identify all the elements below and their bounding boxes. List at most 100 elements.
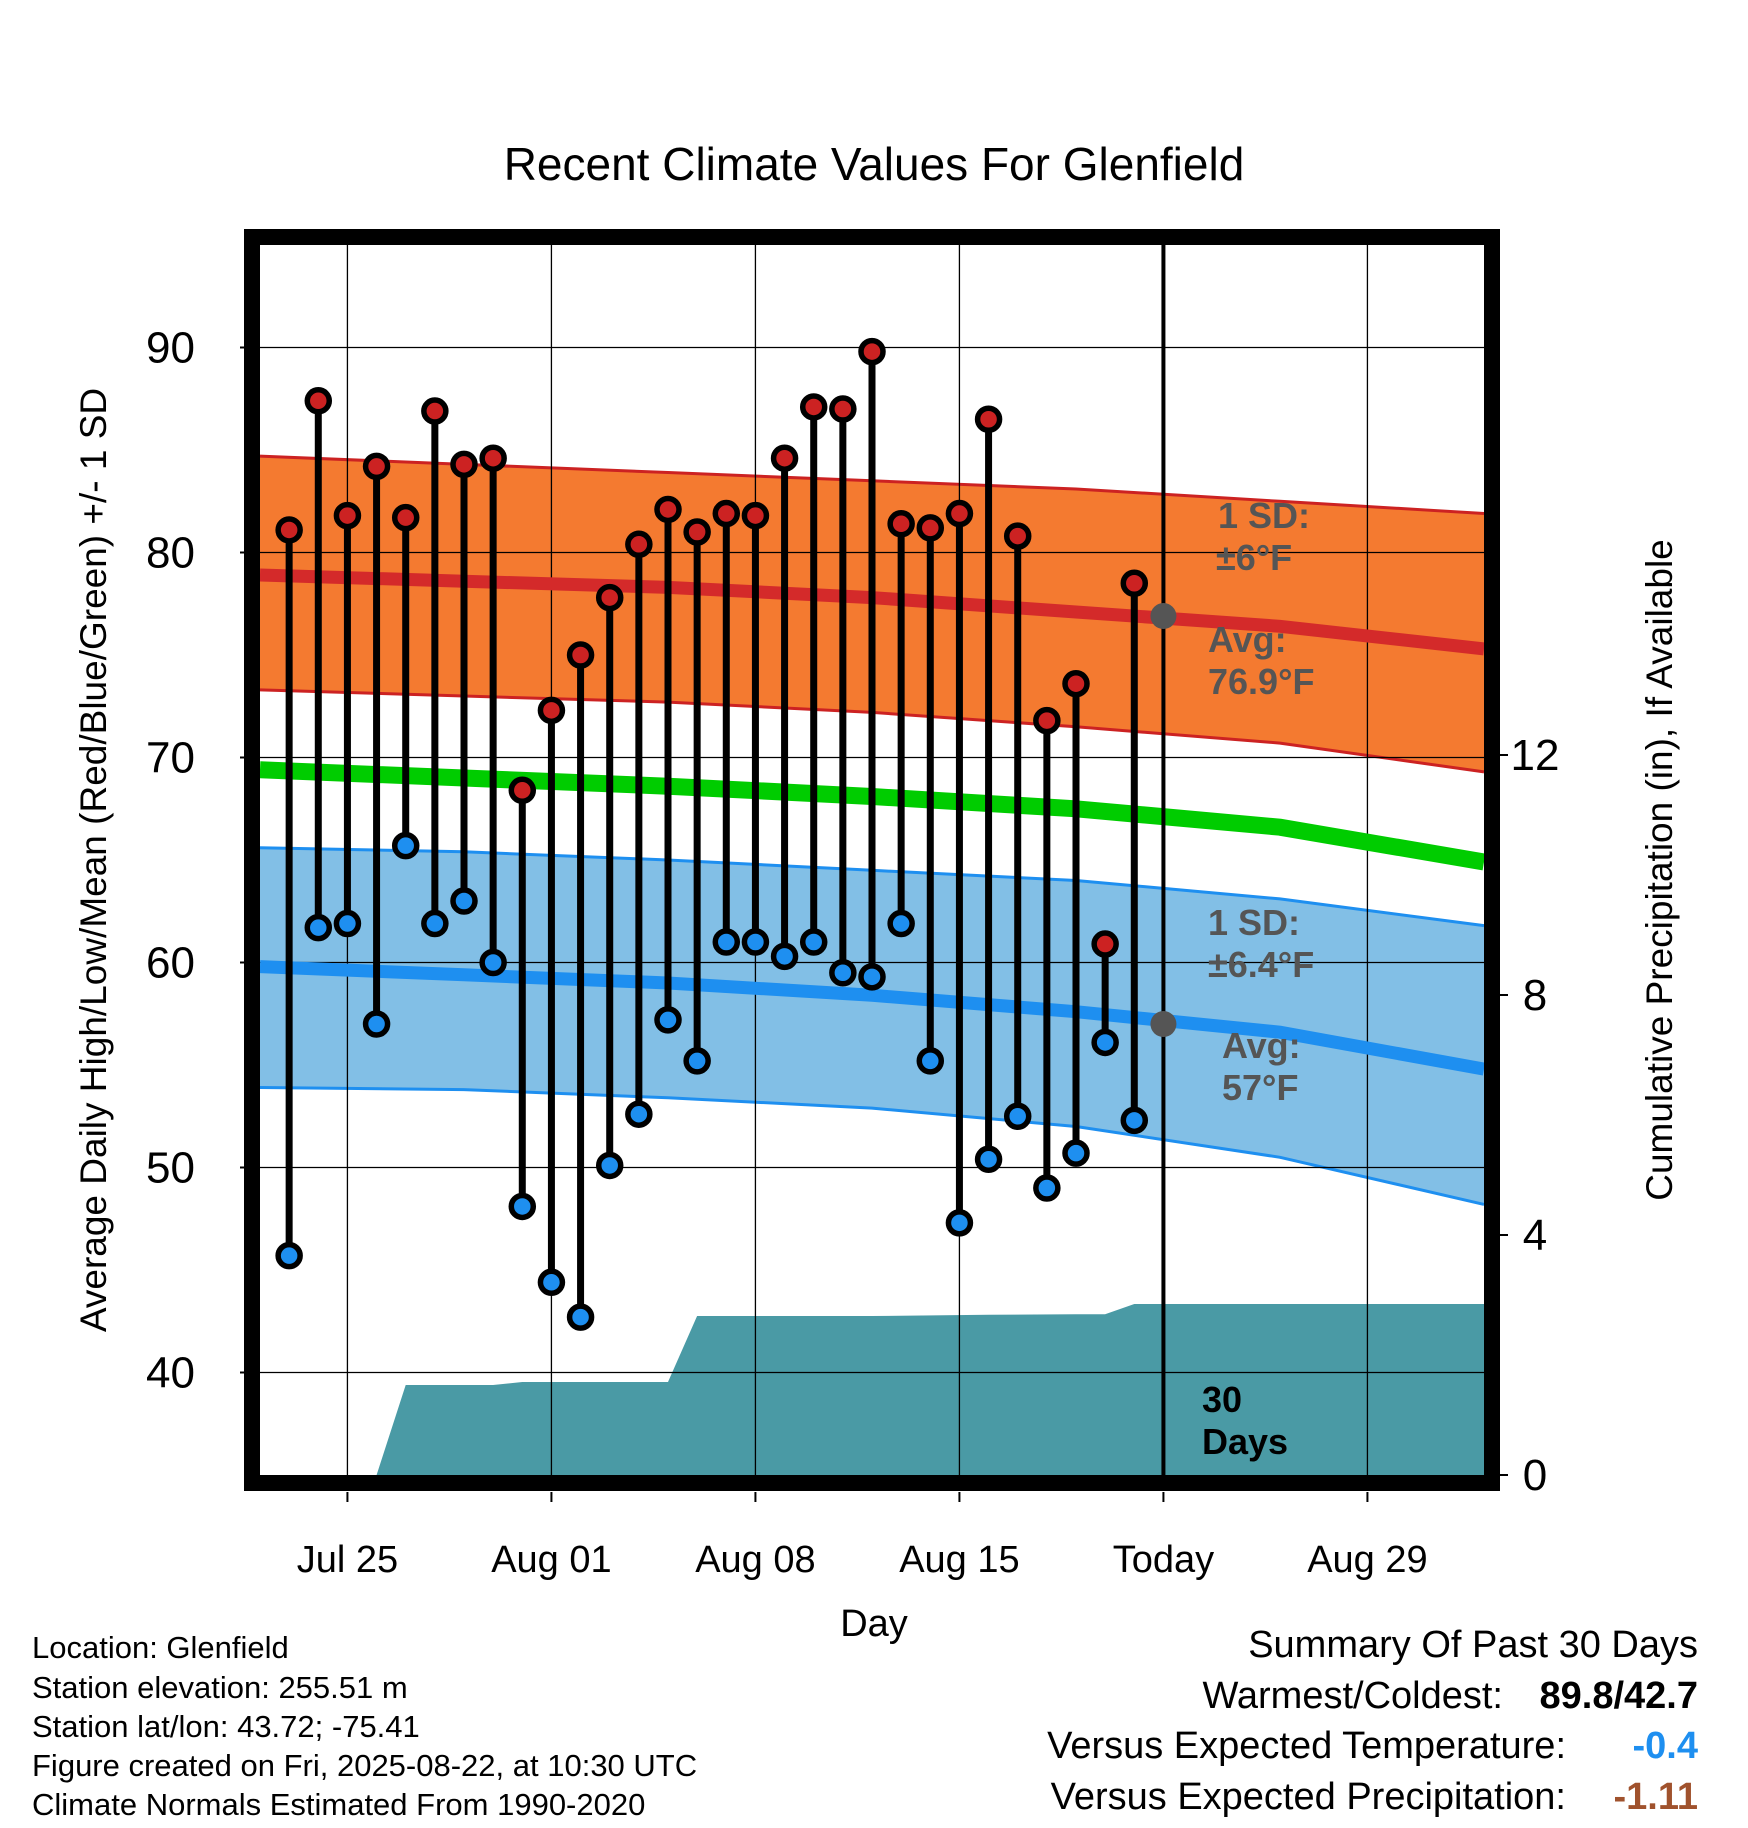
low-sd-band	[260, 847, 1484, 1205]
x-tick-label: Jul 25	[297, 1539, 398, 1581]
summary-temp-label: Versus Expected Temperature:	[1047, 1725, 1566, 1767]
high-point	[683, 518, 711, 546]
high-point	[1033, 706, 1061, 735]
high-point	[362, 452, 391, 481]
y-left-tick-label: 70	[146, 734, 195, 783]
low-point	[450, 887, 478, 915]
low-point	[829, 959, 857, 987]
low-point	[304, 913, 333, 942]
high-sd-annotation-value: ±6°F	[1216, 537, 1292, 578]
y-left-tick-label: 90	[146, 324, 195, 373]
low-point	[625, 1100, 653, 1128]
low-point	[362, 1010, 391, 1038]
low-point	[945, 1209, 974, 1237]
y-axis-left-label: Average Daily High/Low/Mean (Red/Blue/Gr…	[73, 388, 114, 1332]
x-tick-label: Aug 29	[1307, 1539, 1427, 1581]
low-point	[887, 909, 915, 938]
low-point	[333, 909, 362, 938]
high-point	[712, 499, 741, 528]
high-point	[479, 444, 507, 472]
y-right-tick-label: 12	[1511, 731, 1560, 780]
high-point	[945, 499, 974, 528]
footer-latlon: Station lat/lon: 43.72; -75.41	[32, 1709, 420, 1744]
low-avg-annotation-value: 57°F	[1222, 1067, 1298, 1108]
high-point	[770, 444, 799, 472]
high-point	[391, 503, 420, 532]
low-point	[421, 909, 449, 938]
high-point	[858, 337, 886, 366]
footer-normals: Climate Normals Estimated From 1990-2020	[32, 1787, 646, 1822]
summary-warm-cold-value: 89.8/42.7	[1539, 1675, 1698, 1717]
high-point	[508, 776, 537, 805]
low-sd-annotation: 1 SD:	[1208, 902, 1300, 943]
high-sd-annotation: 1 SD:	[1218, 495, 1310, 536]
low-avg-annotation: Avg:	[1222, 1025, 1301, 1066]
low-point	[537, 1268, 566, 1297]
footer-elevation: Station elevation: 255.51 m	[32, 1670, 408, 1705]
y-left-tick-label: 60	[146, 939, 195, 988]
low-normal-line	[260, 960, 1484, 1076]
high-point	[799, 393, 828, 421]
high-point	[421, 397, 449, 425]
x-tick-label: Aug 08	[695, 1539, 815, 1581]
low-point	[858, 963, 886, 991]
high-avg-marker	[1150, 603, 1177, 630]
high-point	[450, 450, 478, 479]
high-avg-annotation: Avg:	[1208, 619, 1287, 660]
high-point	[275, 516, 303, 544]
high-point	[537, 696, 566, 725]
low-point	[275, 1241, 303, 1270]
low-point	[566, 1303, 595, 1331]
high-point	[829, 395, 857, 423]
y-left-tick-label: 80	[146, 529, 195, 578]
high-point	[916, 514, 945, 542]
low-point	[391, 831, 420, 860]
precipitation-area	[376, 1304, 1484, 1475]
high-point	[566, 641, 595, 669]
high-point	[595, 583, 624, 612]
low-point	[595, 1151, 624, 1180]
high-point	[654, 495, 682, 524]
summary-title: Summary Of Past 30 Days	[1248, 1624, 1698, 1666]
days-annotation-unit: Days	[1202, 1421, 1288, 1462]
high-point	[304, 387, 333, 415]
low-point	[712, 928, 741, 956]
summary-temp-value: -0.4	[1632, 1725, 1698, 1767]
low-point	[508, 1192, 537, 1221]
low-point	[654, 1006, 682, 1034]
low-point	[1091, 1028, 1119, 1057]
y-left-tick-label: 40	[146, 1349, 195, 1398]
summary-precip-value: -1.11	[1613, 1776, 1698, 1818]
high-point	[974, 405, 1003, 433]
footer-location: Location: Glenfield	[32, 1630, 289, 1665]
high-point	[741, 501, 770, 530]
low-point	[770, 942, 799, 971]
high-point	[333, 501, 362, 530]
low-point	[974, 1145, 1003, 1174]
high-point	[887, 510, 915, 538]
summary-warm-cold-label: Warmest/Coldest:	[1202, 1675, 1503, 1717]
days-annotation: 30	[1202, 1379, 1242, 1420]
low-point	[1003, 1102, 1032, 1130]
high-avg-annotation-value: 76.9°F	[1208, 661, 1314, 702]
y-right-tick-label: 8	[1523, 971, 1547, 1020]
low-point	[1033, 1174, 1061, 1202]
low-sd-lower-line	[259, 1086, 1485, 1206]
x-tick-label: Aug 01	[491, 1539, 611, 1581]
high-point	[1120, 569, 1149, 597]
chart-title: Recent Climate Values For Glenfield	[504, 138, 1245, 190]
low-avg-marker	[1150, 1011, 1177, 1037]
footer-created: Figure created on Fri, 2025-08-22, at 10…	[32, 1748, 698, 1783]
low-point	[916, 1047, 945, 1075]
x-tick-label: Aug 15	[899, 1539, 1019, 1581]
low-point	[1120, 1106, 1149, 1135]
low-point	[479, 948, 507, 977]
low-point	[683, 1047, 711, 1075]
low-point	[741, 928, 770, 956]
high-point	[1091, 930, 1119, 958]
low-point	[799, 928, 828, 956]
y-left-tick-label: 50	[146, 1144, 195, 1193]
y-axis-right-label: Cumulative Precipitation (in), If Availa…	[1639, 539, 1680, 1201]
